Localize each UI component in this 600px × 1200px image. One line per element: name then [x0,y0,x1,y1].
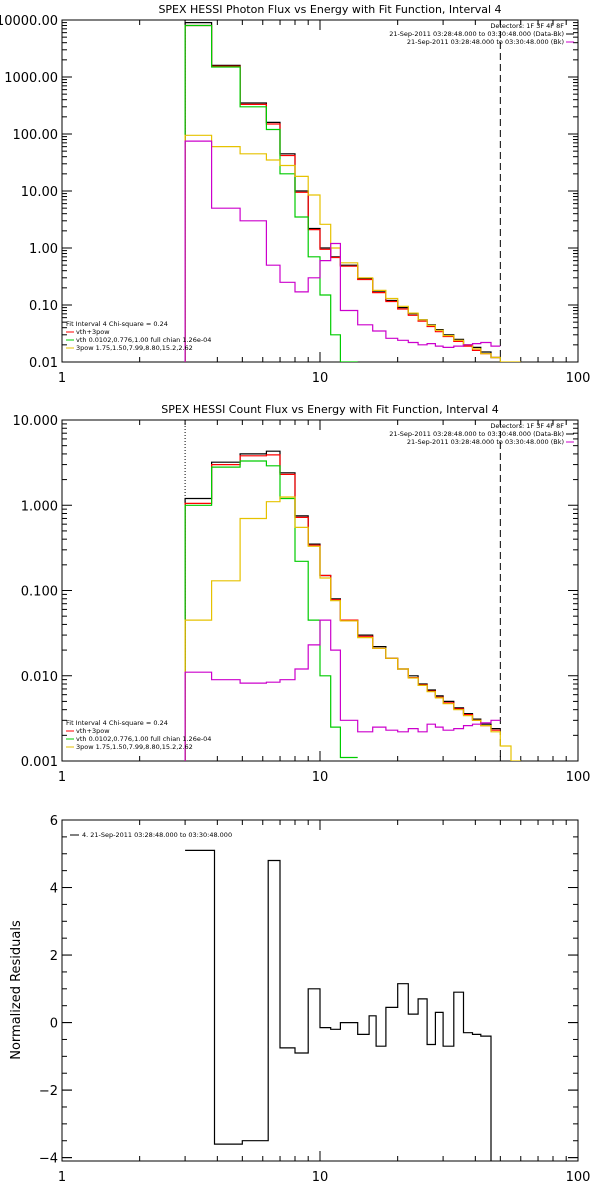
legend-entry: Fit Interval 4 Chi-square = 0.24 [66,719,168,727]
x-tick-label: 1 [58,371,66,386]
y-tick-label: 1.000 [21,499,58,514]
x-tick-label: 1 [58,1170,66,1185]
y-tick-label: 10.000 [13,414,59,429]
series-bk [184,140,501,362]
y-tick-label: 10000.00 [0,14,58,29]
legend-entry: vth+3pow [76,328,110,336]
y-tick-label: 10.00 [21,185,58,200]
y-tick-label: 0.10 [29,299,58,314]
y-tick-label: 1000.00 [4,71,58,86]
x-tick-label: 10 [312,770,329,785]
chart-title: SPEX HESSI Count Flux vs Energy with Fit… [161,403,498,416]
y-tick-label: 4 [50,882,58,897]
y-tick-label: 0.01 [29,356,58,371]
legend-entry: Fit Interval 4 Chi-square = 0.24 [66,320,168,328]
legend-entry: 3pow 1.75,1.50,7.99,8.80,15.2,2.62 [76,344,193,352]
photon-flux-panel: SPEX HESSI Photon Flux vs Energy with Fi… [0,3,590,386]
x-tick-label: 1 [58,770,66,785]
legend-entry: 4. 21-Sep-2011 03:28:48.000 to 03:30:48.… [82,831,232,839]
y-tick-label: 0.001 [21,755,58,770]
y-tick-label: 0.010 [21,670,58,685]
y-tick-label: 0 [50,1017,58,1032]
y-tick-label: −2 [39,1084,58,1099]
y-axis-label: Normalized Residuals [9,920,24,1060]
legend-entry: Detectors: 1F 3F 4F 8F [490,422,564,430]
legend-entry: 21-Sep-2011 03:28:48.000 to 03:30:48.000… [407,438,564,446]
series-residuals [185,849,492,1161]
legend-entry: 3pow 1.75,1.50,7.99,8.80,15.2,2.62 [76,743,193,751]
residuals-panel: Normalized Residuals 1 10 100 −4 −2 0 2 4 6 4. 21… [9,814,590,1185]
x-tick-label: 10 [312,371,329,386]
y-tick-label: 2 [50,949,58,964]
legend-entry: vth 0.0102,0.776,1.00 full chian 1.26e-0… [76,735,211,743]
series-3pow [184,134,521,362]
series-3pow [184,496,521,761]
series-bk [184,619,501,761]
y-tick-label: −4 [39,1152,58,1167]
legend-entry: 21-Sep-2011 03:28:48.000 to 03:30:48.000… [389,30,564,38]
legend-entry: vth 0.0102,0.776,1.00 full chian 1.26e-0… [76,336,211,344]
legend-entry: vth+3pow [76,727,110,735]
legend-entry: 21-Sep-2011 03:28:48.000 to 03:30:48.000… [389,430,564,438]
count-flux-panel: SPEX HESSI Count Flux vs Energy with Fit… [13,403,591,785]
x-tick-label: 100 [566,1170,591,1185]
y-tick-label: 100.00 [13,128,59,143]
y-tick-label: 0.100 [21,585,58,600]
y-tick-label: 1.00 [29,242,58,257]
series-data-bk [184,450,501,761]
x-tick-label: 100 [566,371,591,386]
chart-title: SPEX HESSI Photon Flux vs Energy with Fi… [158,3,501,16]
x-tick-label: 10 [312,1170,329,1185]
legend-entry: 21-Sep-2011 03:28:48.000 to 03:30:48.000… [407,38,564,46]
x-tick-label: 100 [566,770,591,785]
y-tick-label: 6 [50,814,58,829]
legend-entry: Detectors: 1F 3F 4F 8F [490,22,564,30]
